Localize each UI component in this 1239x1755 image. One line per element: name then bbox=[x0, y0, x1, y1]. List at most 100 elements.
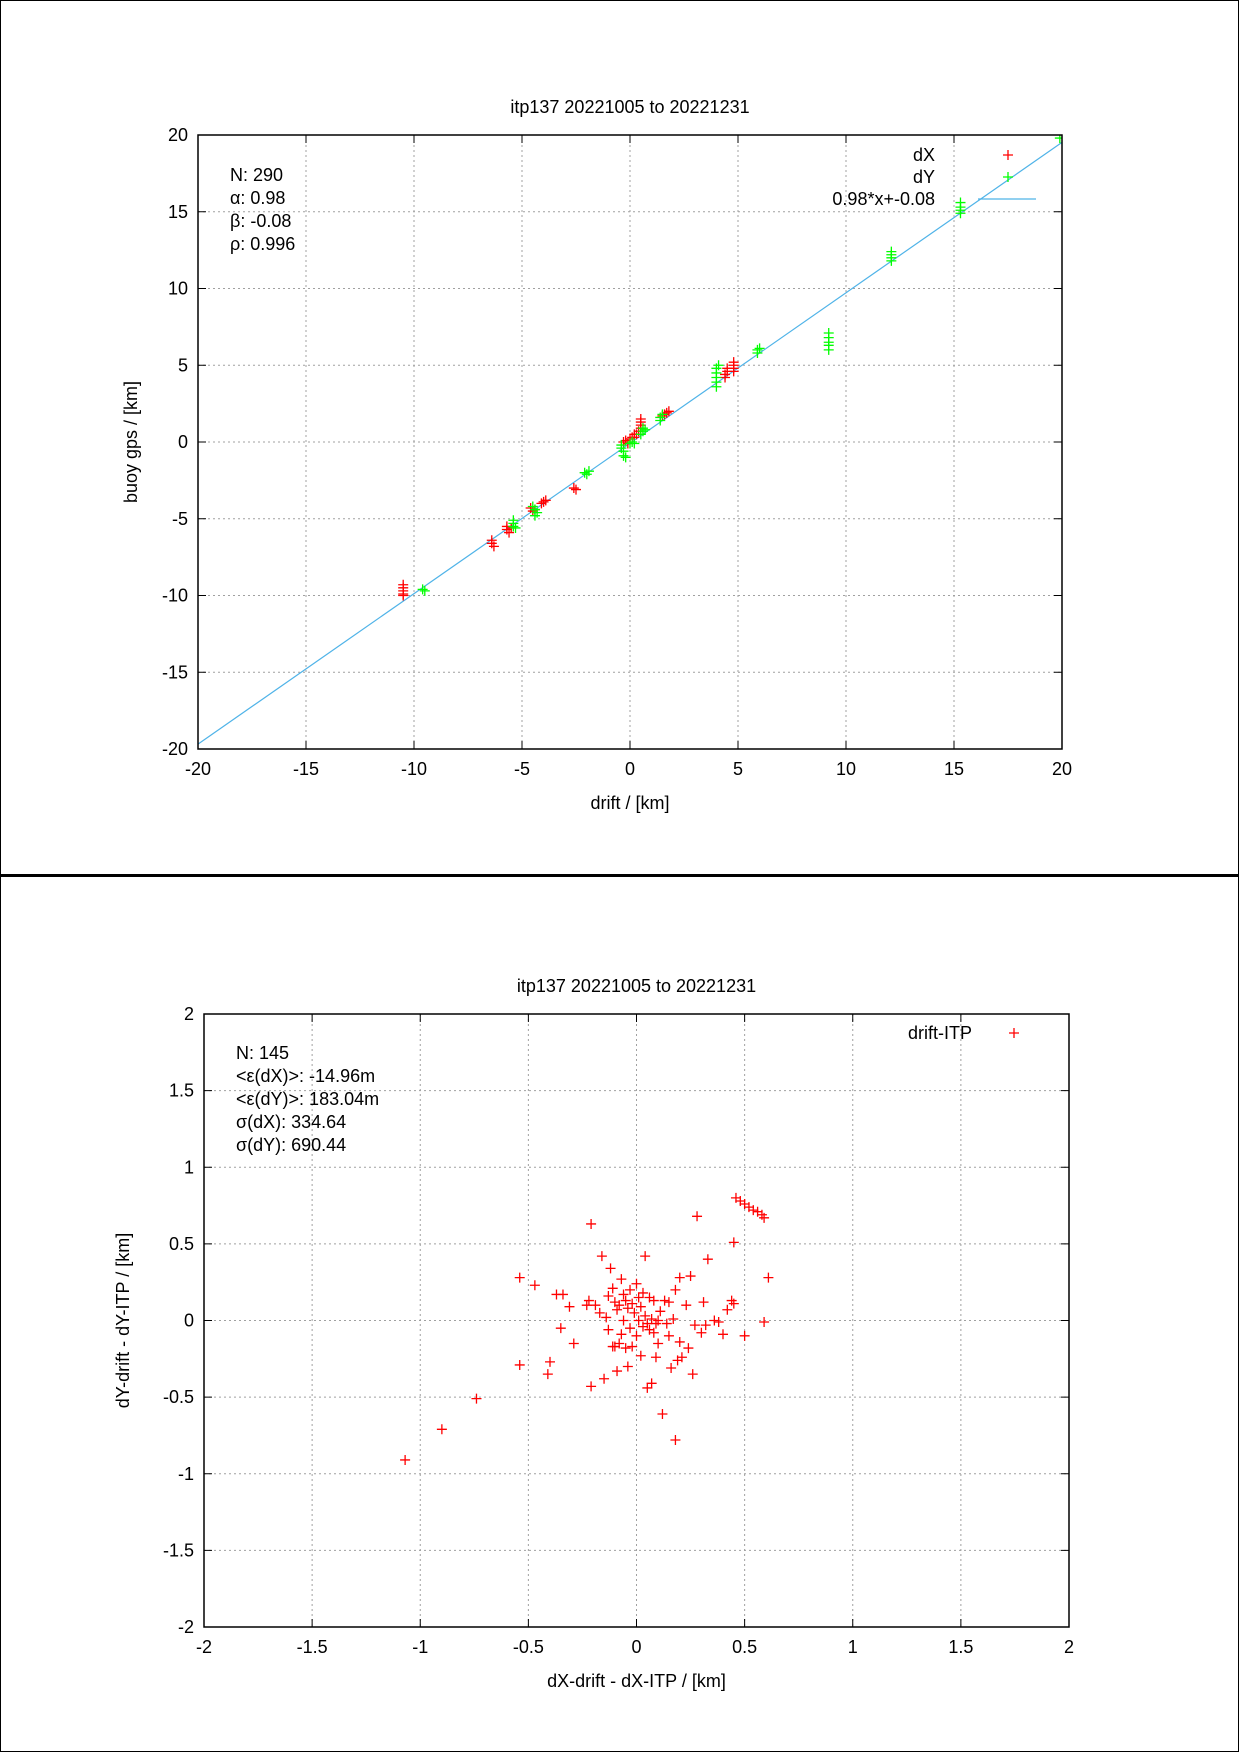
stats-line: ρ: 0.996 bbox=[230, 234, 295, 254]
data-point-dy bbox=[620, 452, 631, 463]
data-point-dy bbox=[508, 521, 519, 532]
y-axis-label: dY-drift - dY-ITP / [km] bbox=[113, 1233, 133, 1408]
data-point-dy bbox=[529, 510, 540, 521]
data-point-drift-itp bbox=[596, 1251, 607, 1262]
stats-line: N: 290 bbox=[230, 165, 283, 185]
x-tick-label: -5 bbox=[514, 759, 530, 779]
y-tick-label: -0.5 bbox=[163, 1387, 194, 1407]
data-point-drift-itp bbox=[763, 1272, 774, 1283]
x-tick-label: 2 bbox=[1064, 1637, 1074, 1657]
data-point-drift-itp bbox=[590, 1300, 601, 1311]
y-axis-label: buoy gps / [km] bbox=[121, 381, 141, 503]
data-point-drift-itp bbox=[663, 1330, 674, 1341]
data-point-drift-itp bbox=[759, 1317, 770, 1328]
y-tick-label: -1 bbox=[178, 1464, 194, 1484]
legend-marker-dx bbox=[1003, 150, 1013, 160]
data-point-drift-itp bbox=[640, 1251, 651, 1262]
x-tick-label: -20 bbox=[185, 759, 211, 779]
data-point-drift-itp bbox=[748, 1205, 759, 1216]
data-point-drift-itp bbox=[620, 1343, 631, 1354]
data-point-drift-itp bbox=[689, 1320, 700, 1331]
data-point-drift-itp bbox=[700, 1320, 711, 1331]
stats-line: β: -0.08 bbox=[230, 211, 291, 231]
stats-line: <ε(dY)>: 183.04m bbox=[236, 1089, 379, 1109]
data-point-drift-itp bbox=[618, 1289, 629, 1300]
x-axis-label: dX-drift - dX-ITP / [km] bbox=[547, 1671, 726, 1691]
y-tick-label: -1.5 bbox=[163, 1540, 194, 1560]
data-point-drift-itp bbox=[637, 1287, 648, 1298]
data-point-drift-itp bbox=[631, 1330, 642, 1341]
data-point-dy bbox=[886, 246, 897, 257]
data-point-drift-itp bbox=[661, 1318, 672, 1329]
x-tick-label: 1.5 bbox=[948, 1637, 973, 1657]
data-point-dy bbox=[754, 343, 765, 354]
data-point-dy bbox=[583, 466, 594, 477]
y-tick-label: 10 bbox=[168, 279, 188, 299]
data-point-drift-itp bbox=[674, 1272, 685, 1283]
data-point-drift-itp bbox=[436, 1424, 447, 1435]
data-point-drift-itp bbox=[648, 1295, 659, 1306]
data-point-drift-itp bbox=[646, 1378, 657, 1389]
data-point-dx bbox=[504, 527, 515, 538]
data-point-drift-itp bbox=[400, 1454, 411, 1465]
stats-line: <ε(dX)>: -14.96m bbox=[236, 1066, 375, 1086]
data-point-drift-itp bbox=[670, 1284, 681, 1295]
data-point-drift-itp bbox=[668, 1313, 679, 1324]
x-axis-label: drift / [km] bbox=[590, 793, 669, 813]
data-point-drift-itp bbox=[471, 1393, 482, 1404]
data-point-dy bbox=[618, 450, 629, 461]
data-point-drift-itp bbox=[728, 1298, 739, 1309]
data-point-drift-itp bbox=[666, 1363, 677, 1374]
bottom-chart-panel: -2 -1.5 -1 -0.5 0 0.5 1 1.5 2 -2 -1.5 -1 -0.5 0 0.5 1 1.… bbox=[0, 874, 1239, 1752]
data-point-drift-itp bbox=[681, 1300, 692, 1311]
data-point-dx bbox=[571, 484, 581, 495]
plot-frame bbox=[203, 1013, 1070, 1628]
chart-title: itp137 20221005 to 20221231 bbox=[510, 97, 749, 117]
data-point-drift-itp bbox=[685, 1271, 696, 1282]
y-tick-label: -10 bbox=[162, 586, 188, 606]
legend-marker-dy bbox=[1003, 172, 1013, 182]
data-point-drift-itp bbox=[605, 1263, 616, 1274]
x-tick-label: 1 bbox=[848, 1637, 858, 1657]
data-point-drift-itp bbox=[627, 1341, 638, 1352]
data-point-drift-itp bbox=[583, 1295, 594, 1306]
data-point-drift-itp bbox=[635, 1301, 646, 1312]
data-point-dx bbox=[398, 590, 409, 601]
stats-line: α: 0.98 bbox=[230, 188, 285, 208]
data-point-drift-itp bbox=[642, 1382, 653, 1393]
data-point-drift-itp bbox=[545, 1356, 555, 1367]
y-tick-label: -5 bbox=[172, 509, 188, 529]
data-point-drift-itp bbox=[614, 1338, 625, 1349]
data-point-drift-itp bbox=[616, 1329, 627, 1340]
data-point-drift-itp bbox=[586, 1218, 597, 1229]
y-tick-label: -20 bbox=[162, 739, 188, 759]
legend-label-dx: dX bbox=[913, 145, 935, 165]
x-tick-label: -1 bbox=[412, 1637, 428, 1657]
data-point-drift-itp bbox=[603, 1290, 614, 1301]
data-point-drift-itp bbox=[674, 1336, 685, 1347]
data-point-drift-itp bbox=[614, 1300, 625, 1311]
y-tick-label: -2 bbox=[178, 1617, 194, 1637]
bottom-scatter-chart: -2 -1.5 -1 -0.5 0 0.5 1 1.5 2 -2 -1.5 -1 -0.5 0 0.5 1 1.… bbox=[113, 976, 1074, 1691]
data-point-drift-itp bbox=[655, 1306, 666, 1317]
top-scatter-chart: -20 -15 -10 -5 0 5 10 15 20 -20 -15 -10 -5 0 5 10 15 20 it… bbox=[121, 97, 1072, 813]
data-point-drift-itp bbox=[601, 1312, 612, 1323]
data-point-drift-itp bbox=[635, 1350, 646, 1361]
data-point-drift-itp bbox=[648, 1327, 659, 1338]
data-point-drift-itp bbox=[631, 1278, 642, 1289]
data-point-dy bbox=[752, 344, 763, 355]
y-tick-label: 2 bbox=[184, 1004, 194, 1024]
data-point-drift-itp bbox=[529, 1280, 540, 1291]
data-point-drift-itp bbox=[663, 1297, 674, 1308]
legend-label-drift-itp: drift-ITP bbox=[908, 1023, 972, 1043]
data-point-dy bbox=[955, 197, 966, 208]
data-point-drift-itp bbox=[612, 1366, 623, 1377]
data-point-drift-itp bbox=[709, 1315, 720, 1326]
data-point-drift-itp bbox=[657, 1408, 668, 1419]
data-point-dy bbox=[417, 584, 428, 595]
top-chart-panel: -20 -15 -10 -5 0 5 10 15 20 -20 -15 -10 -5 0 5 10 15 20 it… bbox=[0, 0, 1239, 876]
x-tick-label: 0.5 bbox=[732, 1637, 757, 1657]
data-point-drift-itp bbox=[670, 1435, 681, 1446]
x-tick-label: 10 bbox=[836, 759, 856, 779]
data-point-drift-itp bbox=[653, 1315, 664, 1326]
